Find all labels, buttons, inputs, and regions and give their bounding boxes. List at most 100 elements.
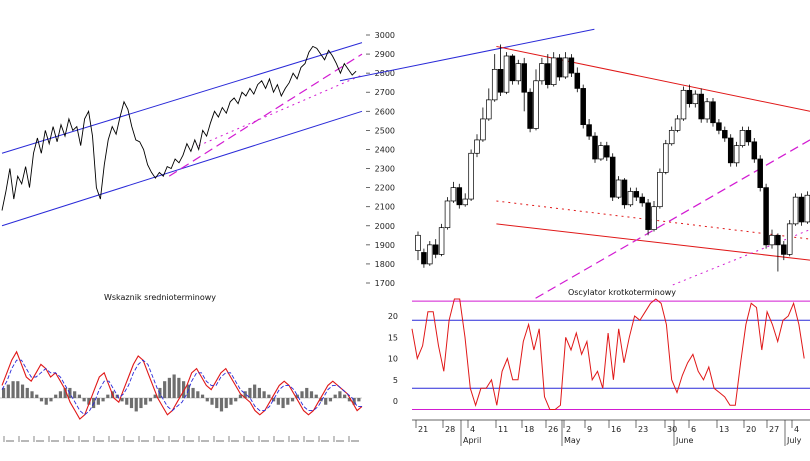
candle-body-down (763, 187, 769, 246)
short-term-oscillator-panel: Oscylator krotkoterminowy (411, 288, 810, 410)
y-tick-label: 2900 (375, 50, 395, 59)
histogram-bar (77, 394, 81, 398)
histogram-bar (205, 398, 209, 402)
candle (497, 44, 504, 97)
y-tick-label: 2300 (375, 165, 395, 174)
histogram-bar (243, 391, 247, 398)
candle-body-up (427, 244, 433, 265)
date-tick-label: 18 (524, 425, 534, 434)
histogram-bar (253, 384, 257, 398)
candle-body-up (474, 139, 480, 154)
month-label: May (564, 436, 581, 445)
candle (633, 187, 640, 201)
candle-body-up (444, 200, 451, 229)
candle-body-down (722, 130, 728, 139)
blue-channel-line (339, 28, 595, 82)
candle-body-up (562, 57, 569, 78)
candle-body-down (686, 89, 693, 105)
candle-body-up (468, 152, 474, 200)
candle (545, 54, 551, 89)
histogram-bar (276, 398, 280, 405)
candle-body-down (757, 158, 763, 188)
candle-body-up (503, 55, 510, 93)
candle (727, 134, 734, 167)
candle (716, 118, 722, 135)
candle-body-up (739, 130, 746, 146)
y-tick-label: 5 (393, 376, 398, 385)
month-label: June (675, 436, 694, 445)
magenta-dashed-trendline (535, 139, 810, 299)
month-label: April (463, 436, 481, 445)
histogram-bar (182, 381, 186, 398)
histogram-bar (257, 387, 261, 398)
candle (674, 115, 681, 133)
candle (539, 57, 545, 85)
date-tick-label: 30 (667, 425, 677, 434)
y-tick-label: 0 (393, 397, 398, 406)
candle-body-down (456, 187, 463, 206)
price-line (1, 45, 357, 211)
date-tick-label: 11 (498, 425, 508, 434)
histogram-bar (101, 398, 105, 402)
histogram-bar (200, 394, 205, 398)
histogram-bar (272, 398, 276, 402)
candle-body-up (674, 118, 681, 131)
histogram-bar (129, 398, 134, 409)
histogram-bar (35, 394, 39, 398)
candle (550, 52, 557, 87)
candle (804, 191, 810, 224)
candle-body-down (568, 57, 575, 74)
date-tick-label: 23 (638, 425, 648, 434)
histogram-bar (11, 381, 15, 398)
y-tick-label: 1800 (375, 260, 395, 269)
medium-term-indicator-panel: Wskaznik srednioterminowy (0, 293, 363, 442)
histogram-bar (352, 398, 356, 405)
candle-body-up (415, 234, 421, 251)
histogram-bar (267, 394, 271, 398)
y-tick-label: 3000 (375, 31, 395, 40)
candle (680, 86, 687, 121)
candle-body-up (438, 227, 445, 255)
candle (657, 168, 663, 209)
candle (769, 229, 775, 249)
oscillator-y-axis: 0 5 10 15 20 (388, 312, 398, 406)
histogram-bar (229, 398, 233, 405)
long-term-y-axis: 1700 1800 1900 2000 2100 2200 2300 2400 2500 2600… (366, 31, 395, 288)
red-channel-line (496, 223, 810, 261)
candle (757, 155, 763, 192)
histogram-bar (262, 391, 266, 398)
candle (586, 118, 592, 140)
candle-body-down (639, 196, 645, 204)
date-axis: 21 28 4 11 18 26 2 9 16 23 30 6 13 20 27 4 April May June J… (412, 419, 810, 446)
candle (639, 193, 645, 207)
candle (474, 134, 480, 158)
candle (651, 200, 657, 232)
histogram-bar (319, 398, 323, 402)
candle (645, 199, 651, 236)
y-tick-label: 2600 (375, 107, 395, 116)
candle (515, 59, 522, 85)
candle (692, 90, 699, 108)
date-tick-label: 9 (587, 425, 592, 434)
histogram-bar (333, 394, 337, 398)
candle (456, 183, 463, 209)
daily-candlestick-chart (339, 28, 810, 299)
histogram-bar (177, 377, 181, 398)
histogram-bar (234, 398, 238, 402)
candle-body-down (621, 179, 628, 206)
y-tick-label: 15 (388, 333, 398, 342)
y-tick-label: 2700 (375, 88, 395, 97)
candle-body-down (509, 55, 516, 82)
candle-body-down (710, 101, 716, 124)
candle (509, 54, 516, 85)
histogram-bar (215, 398, 219, 409)
candle-body-down (645, 202, 651, 230)
oscillator-line (411, 298, 805, 410)
date-tick-label: 13 (719, 425, 729, 434)
histogram-bar (290, 398, 295, 402)
candle (704, 97, 710, 123)
candle (798, 193, 805, 226)
medium-indicator-title: Wskaznik srednioterminowy (104, 293, 216, 302)
candle-body-down (421, 252, 427, 265)
histogram-bar (125, 398, 129, 405)
